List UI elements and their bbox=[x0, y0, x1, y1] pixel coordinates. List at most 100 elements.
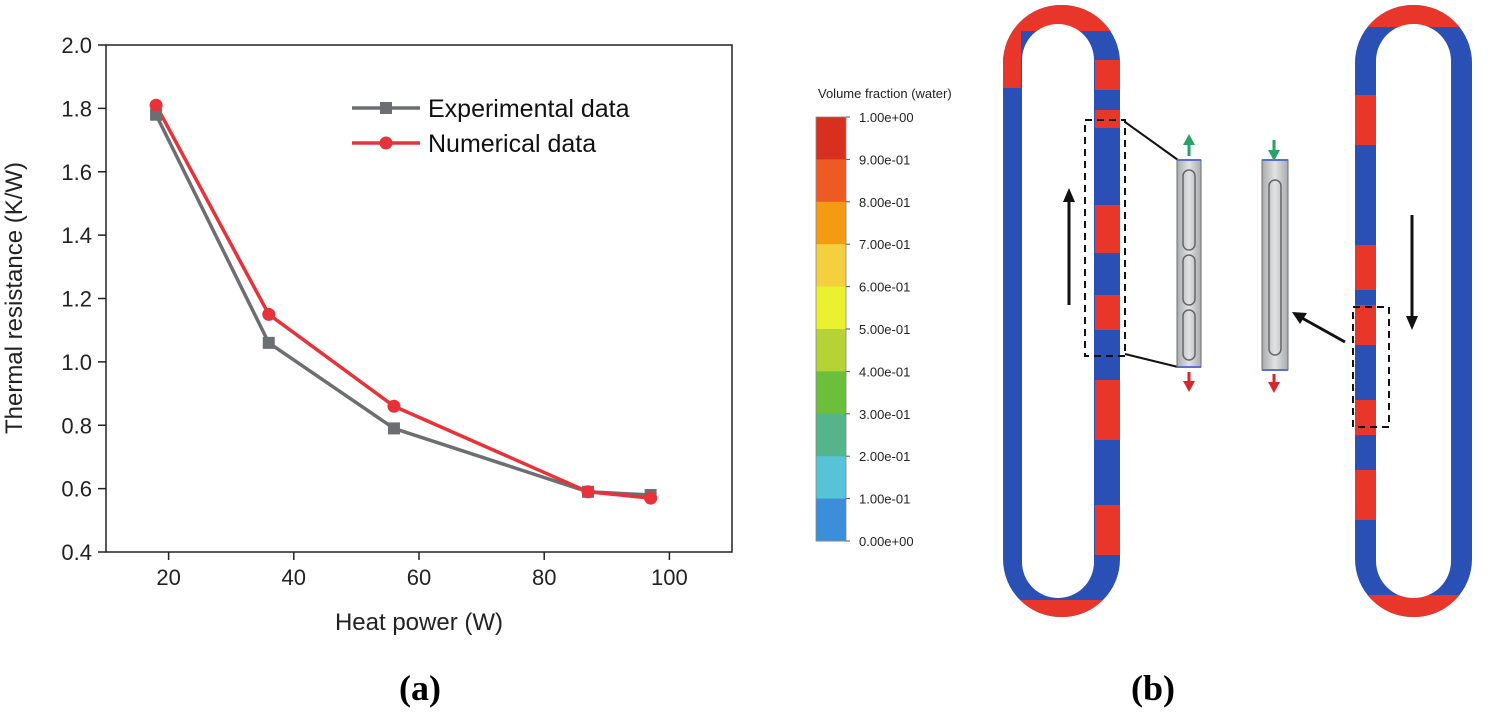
legend-label-0: Experimental data bbox=[428, 95, 630, 123]
colorbar-label-0: 1.00e+00 bbox=[859, 110, 914, 125]
colorbar-label-8: 2.00e-01 bbox=[859, 449, 910, 464]
right-photo-slug bbox=[1268, 179, 1282, 356]
left-leader-top bbox=[1124, 121, 1179, 161]
left-tube bbox=[1003, 5, 1179, 617]
x-tick-label-60: 60 bbox=[407, 565, 431, 590]
y-tick-label-1: 0.6 bbox=[61, 477, 92, 502]
colorbar-band-1 bbox=[816, 159, 846, 203]
simulation-figure: Volume fraction (water) 1.00e+00 9.00e-01… bbox=[815, 5, 1472, 617]
left-probe-box bbox=[1084, 119, 1126, 357]
left-flow-up-arrow-icon bbox=[1063, 188, 1075, 202]
left-tube-liquid-right-4 bbox=[1095, 295, 1120, 330]
legend-marker-0 bbox=[380, 102, 392, 114]
x-tick-label-100: 100 bbox=[651, 565, 688, 590]
left-tube-liquid-right-2 bbox=[1095, 110, 1120, 128]
y-tick-label-8: 2.0 bbox=[61, 33, 92, 58]
colorbar-band-5 bbox=[816, 329, 846, 372]
series-line-0 bbox=[154, 113, 651, 497]
right-pointer-arrow-shaft bbox=[1301, 316, 1346, 344]
colorbar-label-10: 0.00e+00 bbox=[859, 534, 914, 549]
right-tube-liquid-left-2 bbox=[1355, 245, 1377, 290]
y-tick-label-3: 1.0 bbox=[61, 350, 92, 375]
colorbar-label-9: 1.00e-01 bbox=[859, 492, 910, 507]
x-axis-ticks: 20 40 60 80 100 bbox=[156, 552, 688, 590]
series-layer bbox=[149, 98, 658, 505]
colorbar-label-3: 7.00e-01 bbox=[859, 237, 910, 252]
legend-label-1: Numerical data bbox=[428, 130, 596, 158]
series-line-1 bbox=[154, 104, 651, 500]
right-tube-liquid-top bbox=[1355, 5, 1472, 27]
y-tick-label-4: 1.2 bbox=[61, 287, 92, 312]
series-1-point-2 bbox=[387, 399, 401, 413]
colorbar-label-5: 5.00e-01 bbox=[859, 322, 910, 337]
right-probe-box bbox=[1352, 306, 1390, 428]
left-tube-liquid-right-6 bbox=[1095, 505, 1120, 555]
right-tube-liquid-left-4 bbox=[1355, 400, 1377, 435]
colorbar: 1.00e+00 9.00e-01 8.00e-01 7.00e-01 6.00e-01… bbox=[815, 110, 914, 549]
series-0-point-1 bbox=[262, 336, 275, 349]
legend: Experimental data Numerical data bbox=[352, 95, 630, 158]
colorbar-label-1: 9.00e-01 bbox=[859, 152, 910, 167]
right-photo-inset bbox=[1261, 140, 1346, 393]
left-tube-liquid-right-3 bbox=[1095, 205, 1120, 253]
left-tube-liquid-right-5 bbox=[1095, 380, 1120, 440]
right-photo bbox=[1261, 159, 1289, 371]
x-tick-label-40: 40 bbox=[282, 565, 306, 590]
right-tube-liquid-bottom bbox=[1355, 595, 1472, 617]
series-1-point-3 bbox=[581, 485, 595, 499]
y-tick-label-0: 0.4 bbox=[61, 540, 92, 565]
left-down-arrow-icon bbox=[1183, 381, 1195, 392]
colorbar-label-2: 8.00e-01 bbox=[859, 195, 910, 210]
right-down-arrow-top-icon bbox=[1268, 150, 1280, 161]
x-tick-label-20: 20 bbox=[156, 565, 180, 590]
left-tube-inner bbox=[1022, 24, 1094, 598]
thermal-resistance-chart: 20 40 60 80 100 0.40.60.81.01.21.41.61.82.0 … bbox=[1, 33, 733, 636]
colorbar-band-9 bbox=[816, 498, 846, 542]
left-tube-liquid-left-1 bbox=[1003, 30, 1021, 88]
panel-b-label: (b) bbox=[1131, 668, 1175, 708]
y-axis-ticks: 0.4 0.6 0.8 1.0 1.2 1.4 1.6 1.8 2.0 bbox=[61, 33, 106, 565]
colorbar-label-4: 6.00e-01 bbox=[859, 280, 910, 295]
left-photo bbox=[1176, 159, 1202, 368]
left-photo-slug-2 bbox=[1182, 254, 1196, 306]
left-tube-liquid-bottom bbox=[1003, 600, 1120, 617]
right-tube-liquid-left-5 bbox=[1355, 470, 1377, 520]
colorbar-label-6: 4.00e-01 bbox=[859, 364, 910, 379]
right-tube-liquid-left-3 bbox=[1355, 305, 1377, 345]
right-flow-down-arrow-icon bbox=[1406, 316, 1418, 330]
colorbar-band-7 bbox=[816, 413, 846, 457]
y-axis-title: Thermal resistance (K/W) bbox=[1, 162, 28, 434]
left-leader-bottom bbox=[1124, 353, 1179, 368]
plot-frame bbox=[105, 44, 733, 553]
legend-marker-1 bbox=[379, 136, 393, 150]
y-tick-label-2: 0.8 bbox=[61, 413, 92, 438]
left-photo-slug-3 bbox=[1182, 309, 1196, 361]
series-1-point-4 bbox=[644, 491, 658, 505]
left-photo-inset bbox=[1176, 134, 1202, 392]
right-tube-liquid-left-1 bbox=[1355, 95, 1377, 145]
colorbar-band-4 bbox=[816, 286, 846, 330]
y-tick-label-6: 1.6 bbox=[61, 160, 92, 185]
colorbar-band-8 bbox=[816, 456, 846, 500]
colorbar-band-0 bbox=[816, 117, 846, 160]
right-tube bbox=[1352, 5, 1472, 617]
y-tick-label-7: 1.8 bbox=[61, 96, 92, 121]
series-1-point-0 bbox=[149, 98, 163, 112]
colorbar-band-3 bbox=[816, 244, 846, 288]
left-photo-slug-1 bbox=[1182, 169, 1196, 251]
panel-a-label: (a) bbox=[399, 668, 441, 708]
left-up-arrow-icon bbox=[1183, 134, 1195, 145]
x-tick-label-80: 80 bbox=[532, 565, 556, 590]
series-1-point-1 bbox=[262, 307, 276, 321]
colorbar-band-6 bbox=[816, 371, 846, 415]
colorbar-label-7: 3.00e-01 bbox=[859, 407, 910, 422]
right-pointer-arrow-icon bbox=[1292, 312, 1307, 324]
series-0-point-2 bbox=[387, 422, 400, 435]
y-tick-label-5: 1.4 bbox=[61, 223, 92, 248]
right-down-arrow-bottom-icon bbox=[1268, 382, 1280, 393]
series-0-point-0 bbox=[150, 108, 163, 121]
x-axis-title: Heat power (W) bbox=[335, 609, 503, 636]
colorbar-band-2 bbox=[816, 201, 846, 245]
colorbar-title: Volume fraction (water) bbox=[818, 86, 952, 101]
